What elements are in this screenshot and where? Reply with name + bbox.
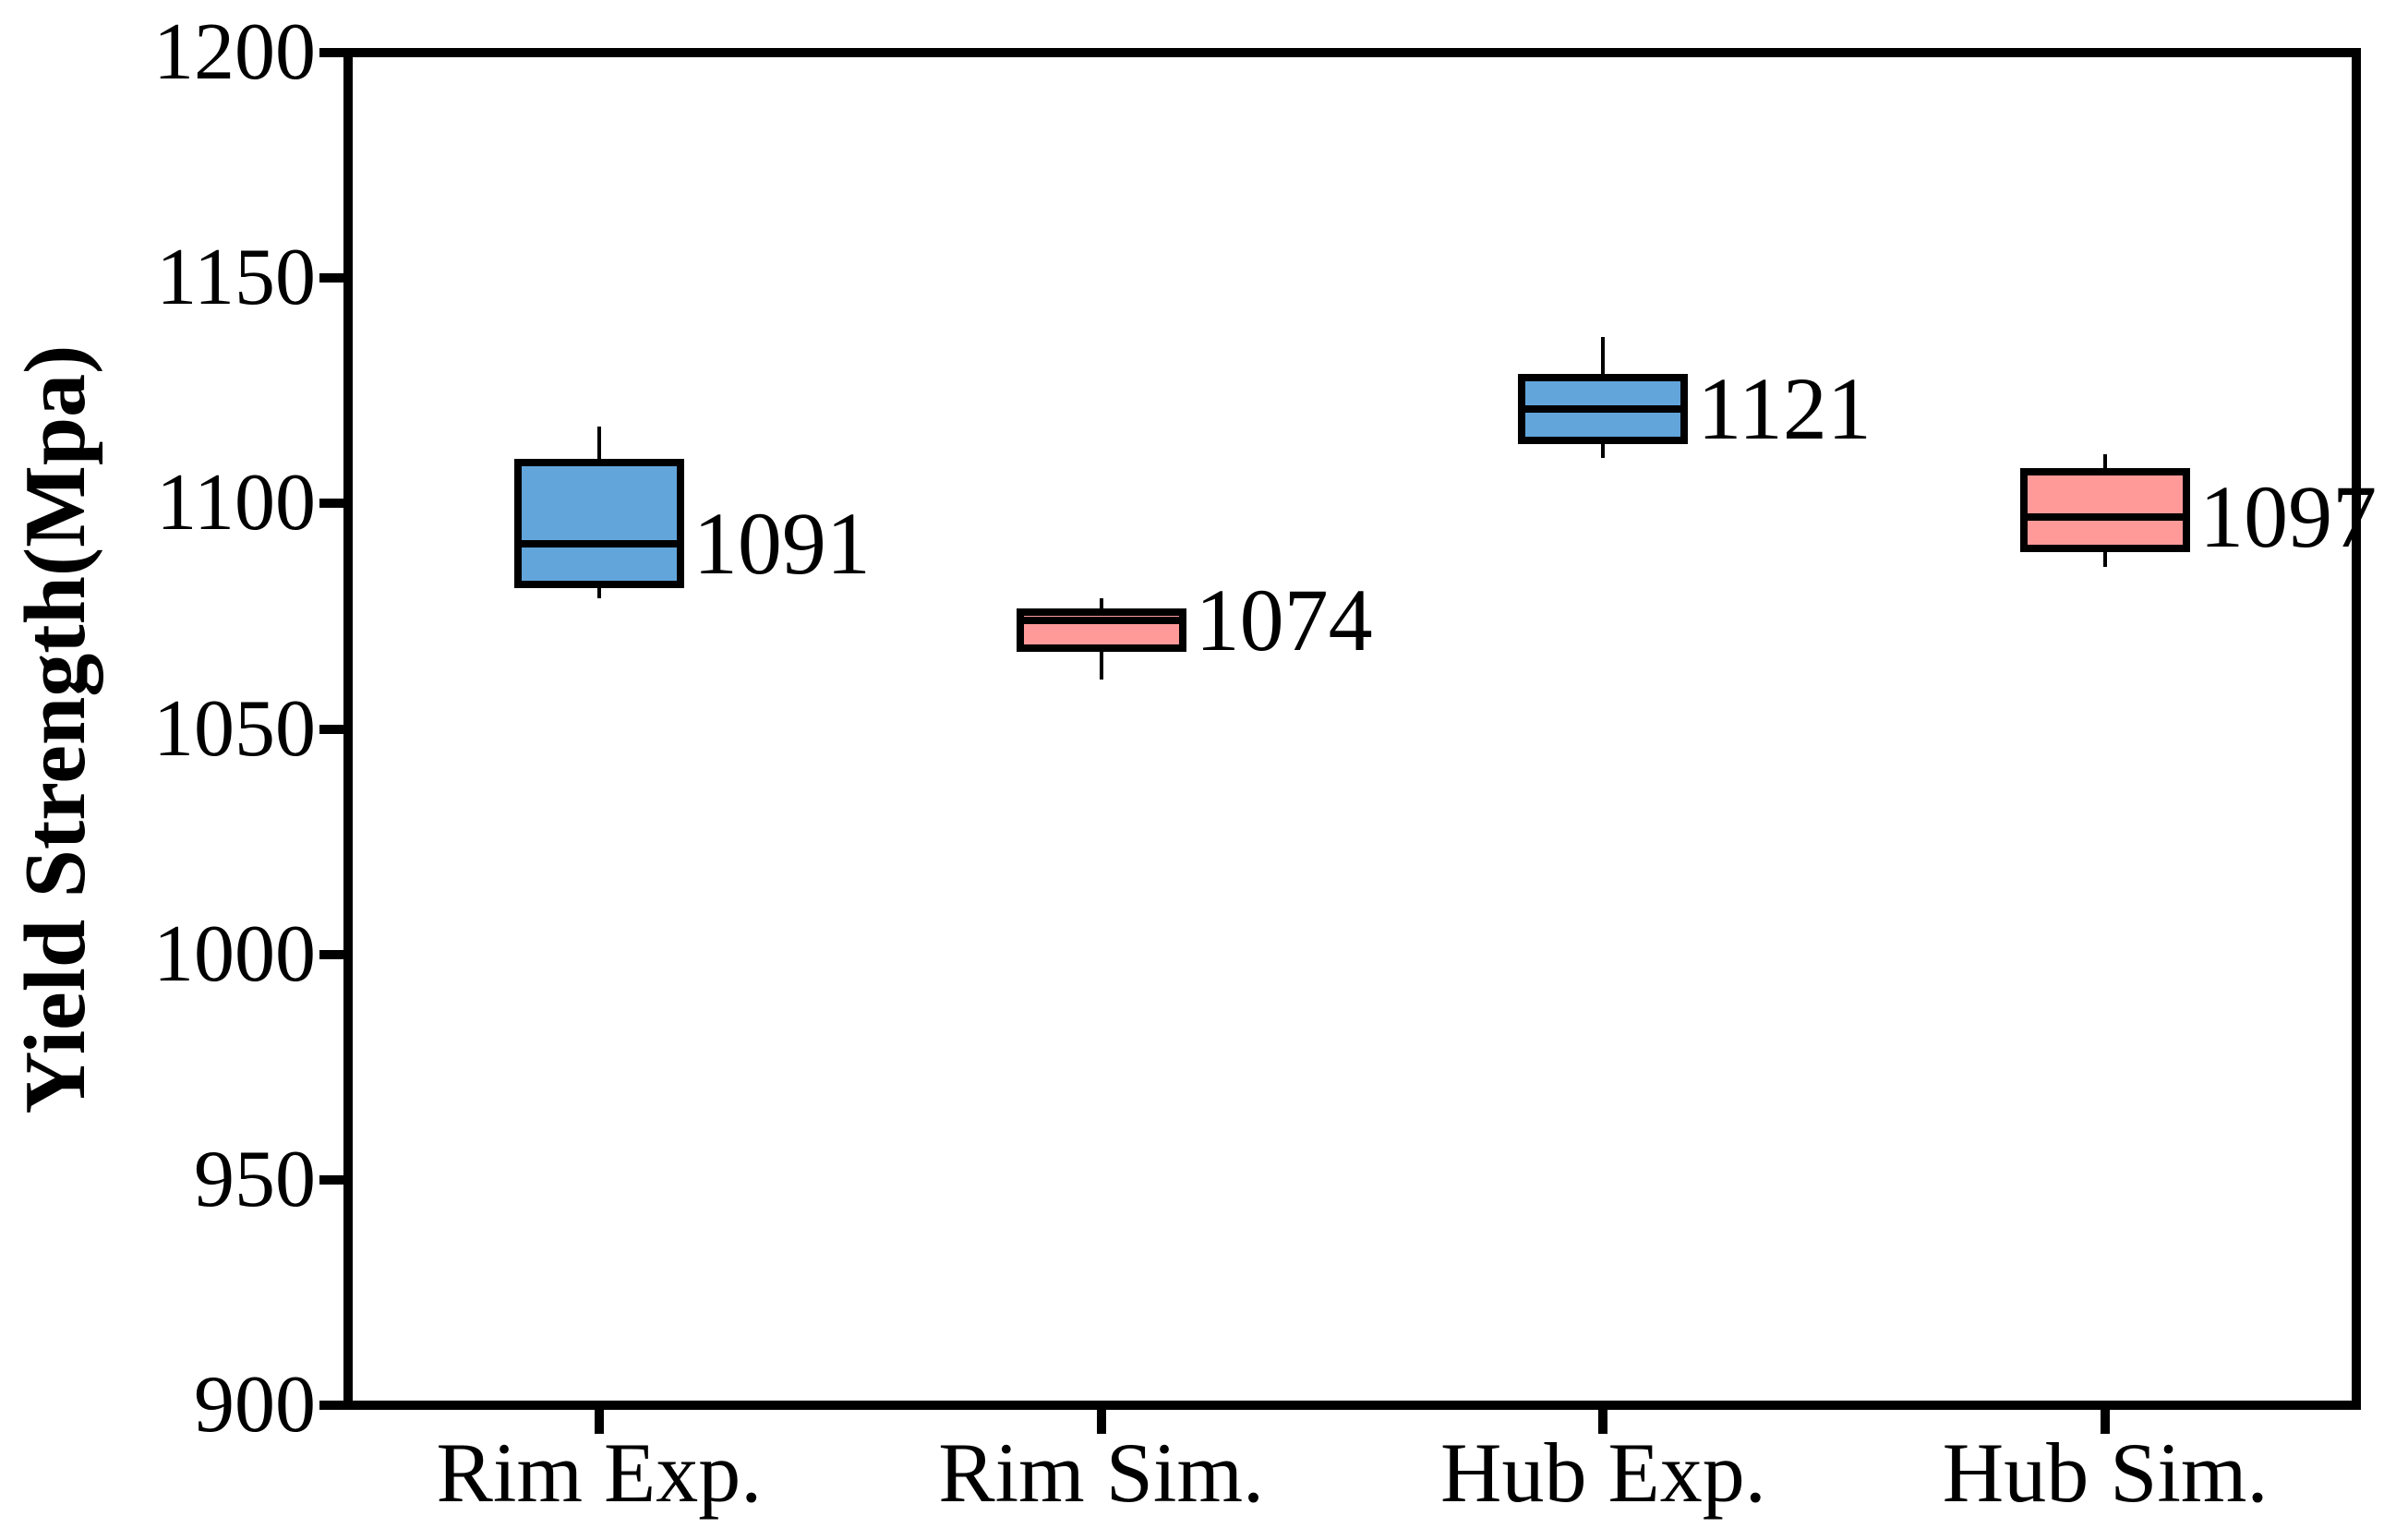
y-tick xyxy=(319,724,343,734)
y-tick-label: 950 xyxy=(194,1134,316,1224)
y-tick xyxy=(319,48,343,57)
x-tick-label: Hub Sim. xyxy=(1942,1426,2269,1520)
y-tick-label: 1100 xyxy=(156,458,316,548)
y-tick-label: 900 xyxy=(194,1360,316,1450)
x-tick xyxy=(1598,1410,1608,1434)
median-line xyxy=(1525,404,1681,413)
y-tick-label: 1050 xyxy=(153,683,316,774)
box xyxy=(513,459,684,589)
box-value-label: 1091 xyxy=(692,494,871,594)
box xyxy=(2020,468,2191,553)
y-tick xyxy=(319,1174,343,1185)
x-tick-label: Rim Sim. xyxy=(938,1426,1265,1520)
x-tick xyxy=(594,1410,604,1434)
y-tick-label: 1150 xyxy=(156,233,316,323)
box-value-label: 1074 xyxy=(1195,571,1373,670)
y-tick xyxy=(319,499,343,509)
median-line xyxy=(2028,512,2184,521)
box-value-label: 1097 xyxy=(2199,466,2378,566)
plot-area-frame xyxy=(343,48,2361,1410)
y-tick xyxy=(319,273,343,283)
median-line xyxy=(521,540,677,548)
y-tick-label: 1000 xyxy=(153,908,316,999)
x-tick-label: Hub Exp. xyxy=(1440,1426,1766,1520)
x-tick-label: Rim Exp. xyxy=(436,1426,763,1520)
box xyxy=(1016,608,1186,652)
median-line xyxy=(1023,617,1179,625)
x-tick xyxy=(1096,1410,1106,1434)
y-tick xyxy=(319,949,343,959)
y-tick xyxy=(319,1401,343,1410)
y-tick-label: 1200 xyxy=(153,7,316,97)
box-value-label: 1121 xyxy=(1697,358,1872,458)
x-tick xyxy=(2101,1410,2111,1434)
